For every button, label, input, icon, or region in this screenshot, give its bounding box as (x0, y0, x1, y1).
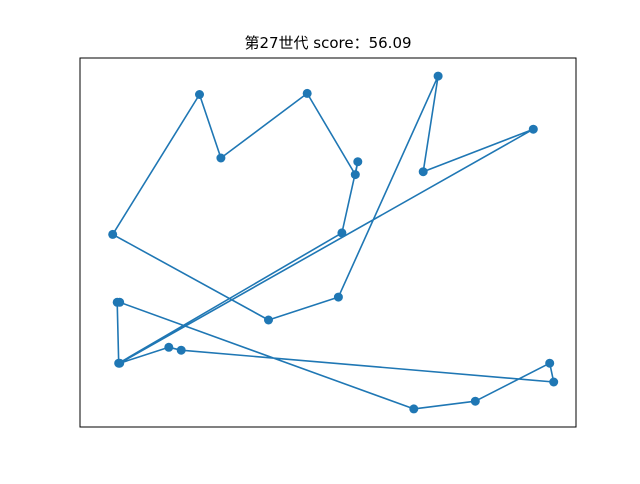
data-point (115, 358, 125, 368)
data-point (264, 315, 273, 325)
data-point (545, 358, 555, 368)
data-point (302, 88, 312, 98)
chart-title: 第27世代 score：56.09 (244, 34, 412, 52)
data-point (115, 297, 125, 307)
data-point (353, 157, 363, 167)
data-point (333, 292, 343, 302)
data-point (549, 377, 559, 387)
series-line (111, 75, 555, 410)
data-point (433, 71, 443, 81)
data-point (176, 345, 186, 355)
data-point (216, 153, 226, 163)
data-point (195, 90, 204, 99)
data-point (409, 404, 419, 414)
data-point (528, 124, 538, 134)
data-point (350, 170, 360, 180)
data-point (470, 396, 480, 406)
data-point (337, 228, 347, 238)
data-point (418, 167, 428, 177)
series-layer (108, 71, 559, 414)
axes-frame (79, 57, 577, 428)
data-point (108, 229, 118, 239)
data-point (164, 342, 174, 352)
